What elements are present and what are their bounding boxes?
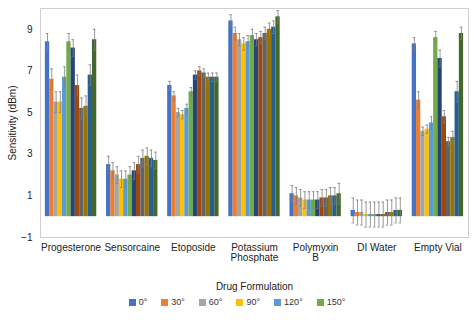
svg-text:−1: −1 bbox=[21, 232, 33, 243]
html-text:0°: 0° bbox=[138, 297, 148, 307]
svg-text:Etoposide: Etoposide bbox=[171, 242, 216, 253]
html-text:60°: 60° bbox=[208, 297, 223, 307]
svg-text:Drug Formulation: Drug Formulation bbox=[216, 281, 293, 292]
html-text:150°: 150° bbox=[326, 297, 346, 307]
svg-text:Sensorcaine: Sensorcaine bbox=[104, 242, 160, 253]
svg-text:PotassiumPhosphate: PotassiumPhosphate bbox=[231, 242, 279, 263]
svg-text:5: 5 bbox=[27, 107, 33, 118]
svg-text:Sensitivity (dBm): Sensitivity (dBm) bbox=[7, 85, 18, 160]
html-text:120°: 120° bbox=[284, 297, 303, 307]
svg-text:7: 7 bbox=[27, 65, 33, 76]
html-text:90°: 90° bbox=[246, 297, 261, 307]
svg-text:Empty Vial: Empty Vial bbox=[414, 242, 462, 253]
svg-text:9: 9 bbox=[27, 24, 33, 35]
svg-text:PolymyxinB: PolymyxinB bbox=[293, 242, 339, 263]
html-text:30°: 30° bbox=[171, 297, 185, 307]
svg-text:3: 3 bbox=[27, 148, 33, 159]
svg-text:1: 1 bbox=[27, 190, 33, 201]
svg-text:Progesterone: Progesterone bbox=[41, 242, 101, 253]
svg-text:DI Water: DI Water bbox=[357, 242, 397, 253]
